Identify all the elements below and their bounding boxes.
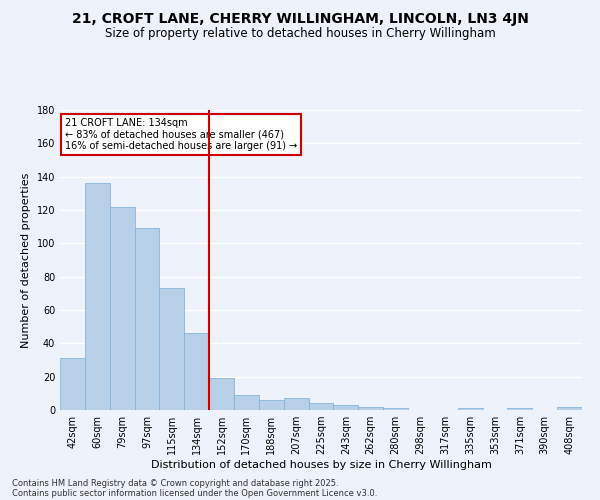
Text: 21, CROFT LANE, CHERRY WILLINGHAM, LINCOLN, LN3 4JN: 21, CROFT LANE, CHERRY WILLINGHAM, LINCO…	[71, 12, 529, 26]
Y-axis label: Number of detached properties: Number of detached properties	[21, 172, 31, 348]
Bar	[334, 405, 358, 410]
Bar	[508, 408, 532, 410]
Text: 21 CROFT LANE: 134sqm
← 83% of detached houses are smaller (467)
16% of semi-det: 21 CROFT LANE: 134sqm ← 83% of detached …	[65, 118, 298, 150]
Bar	[308, 404, 334, 410]
Bar	[134, 228, 160, 410]
Bar	[110, 206, 134, 410]
Text: Size of property relative to detached houses in Cherry Willingham: Size of property relative to detached ho…	[104, 28, 496, 40]
Bar	[259, 400, 284, 410]
Bar	[60, 358, 85, 410]
Bar	[458, 408, 482, 410]
Bar	[85, 184, 110, 410]
Bar	[557, 406, 582, 410]
Bar	[160, 288, 184, 410]
Text: Contains public sector information licensed under the Open Government Licence v3: Contains public sector information licen…	[12, 488, 377, 498]
Text: Contains HM Land Registry data © Crown copyright and database right 2025.: Contains HM Land Registry data © Crown c…	[12, 478, 338, 488]
Bar	[184, 334, 209, 410]
Bar	[358, 406, 383, 410]
X-axis label: Distribution of detached houses by size in Cherry Willingham: Distribution of detached houses by size …	[151, 460, 491, 470]
Bar	[234, 395, 259, 410]
Bar	[383, 408, 408, 410]
Bar	[284, 398, 308, 410]
Bar	[209, 378, 234, 410]
